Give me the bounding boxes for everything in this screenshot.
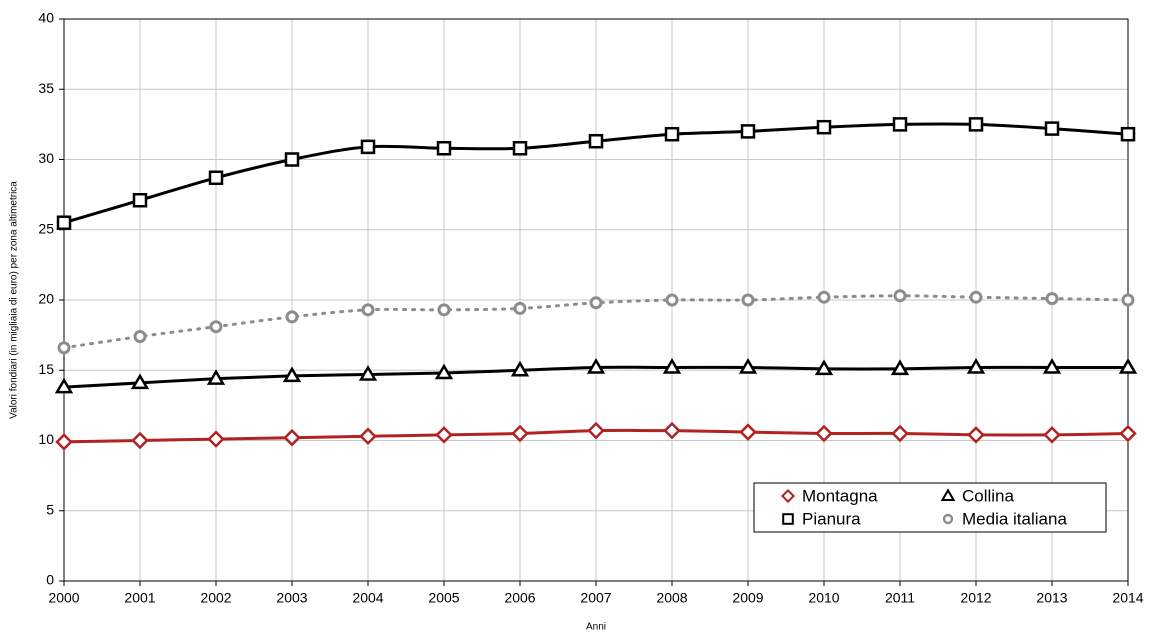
marker	[57, 341, 71, 355]
legend-marker	[942, 513, 954, 525]
marker	[56, 215, 72, 230]
marker	[586, 357, 606, 374]
marker	[283, 428, 301, 447]
y-tick-label: 10	[38, 431, 54, 447]
legend-marker	[940, 488, 956, 501]
x-tick-label: 2013	[1036, 590, 1067, 606]
marker	[1118, 357, 1138, 374]
marker	[739, 423, 757, 441]
marker	[814, 359, 834, 376]
y-tick-label: 15	[38, 361, 54, 377]
marker	[358, 364, 378, 381]
marker	[206, 369, 226, 385]
x-tick-label: 2002	[200, 590, 231, 606]
legend-label: Media italiana	[962, 509, 1067, 528]
marker	[1045, 292, 1059, 306]
marker	[510, 360, 530, 377]
marker	[662, 357, 682, 374]
marker	[359, 427, 377, 446]
y-tick-label: 40	[38, 10, 54, 26]
marker	[968, 117, 984, 132]
x-tick-label: 2014	[1112, 590, 1143, 606]
marker	[588, 133, 604, 149]
marker	[436, 141, 452, 156]
marker	[1121, 293, 1135, 307]
marker	[361, 303, 375, 317]
marker	[511, 424, 529, 443]
marker	[282, 366, 302, 383]
marker	[207, 430, 225, 448]
y-tick-label: 35	[38, 80, 54, 96]
x-tick-label: 2004	[352, 590, 383, 606]
y-axis-label: Valori fondiari (in migliaia di euro) pe…	[9, 181, 20, 419]
marker	[892, 117, 908, 132]
x-tick-label: 2001	[124, 590, 155, 606]
marker	[1119, 424, 1137, 443]
marker	[589, 296, 603, 310]
marker	[513, 301, 527, 315]
legend-label: Montagna	[802, 486, 878, 505]
x-axis-label: Anni	[586, 622, 606, 632]
marker	[967, 426, 985, 444]
marker	[133, 330, 147, 344]
x-tick-label: 2011	[885, 590, 915, 606]
marker	[434, 363, 454, 380]
marker	[1042, 357, 1062, 374]
marker	[664, 126, 680, 142]
marker	[130, 373, 150, 390]
marker	[437, 303, 451, 317]
x-tick-label: 2009	[732, 590, 763, 606]
marker	[741, 293, 755, 307]
legend-marker	[782, 513, 794, 525]
marker	[131, 431, 149, 450]
marker	[209, 320, 223, 334]
y-tick-label: 0	[46, 572, 54, 588]
marker	[738, 357, 758, 374]
marker	[1044, 121, 1060, 136]
x-tick-label: 2003	[276, 590, 307, 606]
x-tick-label: 2007	[580, 590, 611, 606]
marker	[817, 290, 831, 304]
marker	[54, 377, 74, 394]
legend-marker	[780, 488, 796, 504]
marker	[969, 290, 983, 304]
y-tick-label: 25	[38, 220, 54, 236]
marker	[890, 359, 910, 376]
x-tick-label: 2000	[48, 590, 79, 606]
marker	[663, 421, 681, 440]
marker	[966, 357, 986, 374]
marker	[55, 433, 73, 451]
marker	[435, 426, 453, 444]
marker	[1043, 426, 1061, 444]
marker	[208, 170, 224, 186]
legend-label: Pianura	[802, 509, 861, 528]
marker	[285, 310, 299, 324]
marker	[1120, 126, 1136, 142]
x-tick-label: 2010	[808, 590, 839, 606]
marker	[132, 192, 148, 208]
marker	[740, 124, 756, 139]
x-tick-label: 2006	[504, 590, 535, 606]
y-tick-label: 5	[46, 501, 54, 517]
legend-box	[753, 482, 1107, 533]
marker	[815, 424, 833, 443]
y-tick-label: 30	[38, 150, 54, 166]
x-tick-label: 2008	[656, 590, 687, 606]
marker	[891, 424, 909, 443]
marker	[665, 293, 679, 307]
x-tick-label: 2012	[960, 590, 991, 606]
marker	[893, 289, 907, 303]
x-tick-label: 2005	[428, 590, 459, 606]
series-line	[62, 294, 1130, 350]
y-tick-label: 20	[38, 291, 54, 307]
marker	[587, 421, 605, 440]
legend-label: Collina	[962, 486, 1015, 505]
marker	[284, 152, 300, 167]
marker	[512, 141, 528, 156]
marker	[816, 119, 832, 135]
marker	[360, 139, 376, 155]
